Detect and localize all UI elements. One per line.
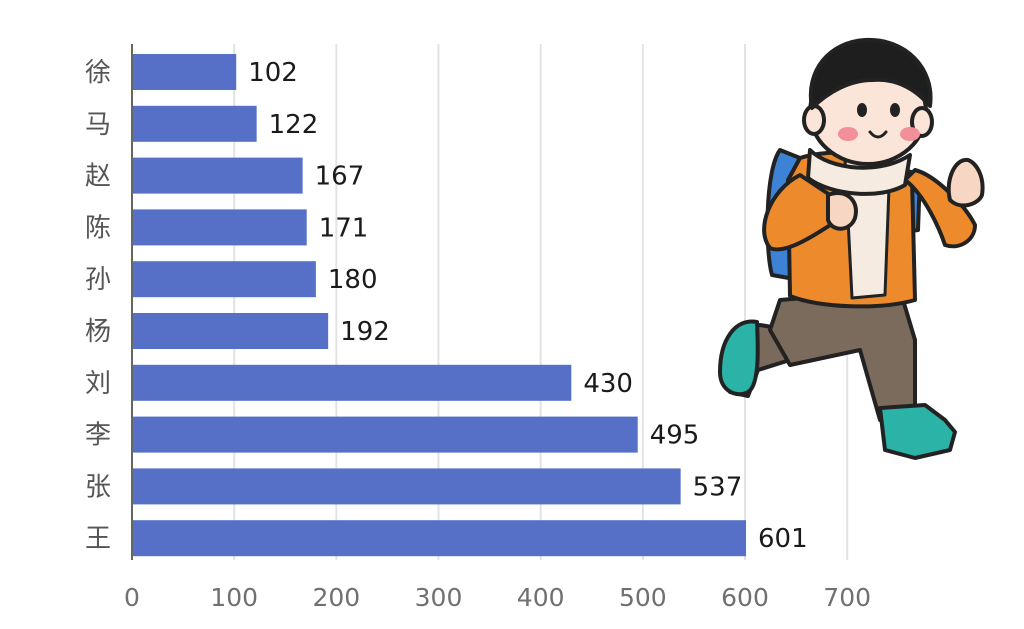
bar xyxy=(132,54,237,90)
bar xyxy=(132,261,316,298)
category-label: 徐 xyxy=(85,58,111,88)
bar-value-labels: 102 122 167 171 180 192 430 495 537 601 xyxy=(248,58,807,554)
category-label: 刘 xyxy=(85,369,111,399)
category-label: 李 xyxy=(85,421,111,451)
bar xyxy=(132,468,681,505)
bar-value-label: 167 xyxy=(315,162,365,192)
category-label: 张 xyxy=(85,472,111,502)
bar-value-label: 171 xyxy=(319,213,369,243)
x-tick-label: 400 xyxy=(517,583,565,612)
bar-value-label: 537 xyxy=(693,472,743,502)
bar xyxy=(132,105,257,142)
bar xyxy=(132,416,638,453)
bar-value-label: 430 xyxy=(583,369,633,399)
x-tick-label: 500 xyxy=(619,583,667,612)
category-label: 陈 xyxy=(85,213,111,243)
category-label: 马 xyxy=(85,110,111,140)
category-label: 孙 xyxy=(85,265,111,295)
category-label: 赵 xyxy=(85,162,111,192)
x-tick-label: 100 xyxy=(210,583,258,612)
bars xyxy=(132,54,747,557)
x-tick-label: 700 xyxy=(823,583,871,612)
bar xyxy=(132,520,747,557)
x-tick-label: 300 xyxy=(415,583,463,612)
bar xyxy=(132,364,572,401)
bar-value-label: 180 xyxy=(328,265,378,295)
bar xyxy=(132,157,303,194)
bar-value-label: 192 xyxy=(340,317,390,347)
bar-value-label: 122 xyxy=(269,110,319,140)
x-tick-label: 600 xyxy=(721,583,769,612)
running-boy-with-backpack-icon xyxy=(718,37,985,460)
bar-value-label: 495 xyxy=(650,421,700,451)
x-tick-labels: 0 100 200 300 400 500 600 700 xyxy=(124,583,871,612)
x-tick-label: 200 xyxy=(312,583,360,612)
category-label: 杨 xyxy=(85,317,111,347)
bar xyxy=(132,313,329,349)
bar xyxy=(132,209,307,246)
bar-value-label: 102 xyxy=(248,58,298,88)
bar-value-label: 601 xyxy=(758,524,808,554)
category-label: 王 xyxy=(85,524,111,554)
x-tick-label: 0 xyxy=(124,583,140,612)
